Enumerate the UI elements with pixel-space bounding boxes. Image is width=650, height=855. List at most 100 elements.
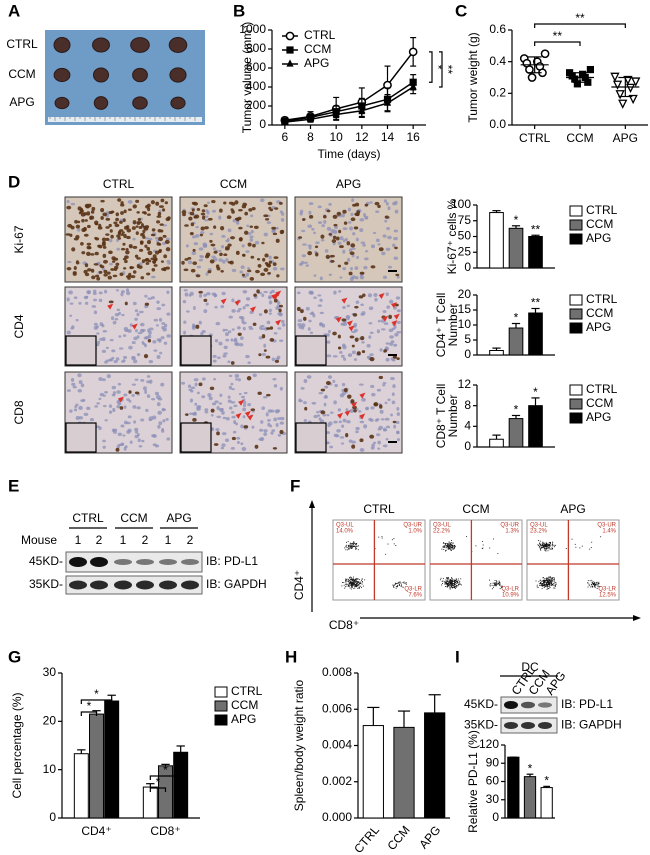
nucleus (390, 376, 395, 381)
nucleus (198, 293, 203, 298)
nucleus (91, 305, 97, 308)
event-dot (590, 547, 592, 548)
nucleus (151, 275, 156, 279)
event-dot (451, 577, 452, 579)
group-label: DC (521, 660, 539, 674)
event-dot (455, 579, 457, 581)
legend-swatch (214, 686, 228, 698)
event-dot (350, 581, 352, 583)
event-dot (451, 548, 453, 550)
event-dot (547, 544, 549, 546)
legend-label: CCM (586, 396, 613, 410)
nucleus (305, 306, 310, 311)
nucleus (225, 417, 230, 421)
stained-nucleus (147, 250, 153, 256)
legend-swatch (569, 398, 583, 410)
nucleus (224, 328, 228, 332)
event-dot (548, 583, 550, 585)
nucleus (266, 320, 271, 325)
event-dot (539, 545, 541, 547)
panel-label: F (290, 476, 300, 495)
nucleus (221, 234, 226, 238)
event-dot (400, 586, 402, 587)
event-dot (358, 583, 360, 585)
stained-nucleus (144, 302, 150, 306)
nucleus (214, 400, 219, 404)
event-dot (548, 544, 550, 545)
nucleus (214, 339, 219, 343)
stained-nucleus (100, 265, 105, 269)
x-tick-label: CD8⁺ (150, 824, 180, 838)
nucleus (66, 389, 71, 392)
event-dot (450, 580, 452, 582)
event-dot (349, 544, 351, 546)
event-dot (351, 545, 353, 547)
nucleus (227, 399, 232, 403)
nucleus (382, 382, 387, 385)
stained-nucleus (159, 223, 164, 226)
nucleus (131, 341, 136, 345)
stained-nucleus (123, 267, 127, 270)
nucleus (308, 319, 312, 323)
event-dot (453, 585, 454, 586)
event-dot (446, 583, 448, 585)
event-dot (452, 580, 454, 582)
stained-nucleus (196, 274, 201, 278)
event-dot (448, 545, 450, 547)
nucleus (152, 443, 157, 447)
nucleus (98, 397, 102, 401)
event-dot (444, 581, 445, 583)
event-dot (350, 582, 352, 583)
legend-swatch (569, 308, 583, 320)
event-dot (355, 543, 357, 545)
stained-nucleus (219, 252, 223, 257)
event-dot (591, 585, 593, 587)
nucleus (140, 418, 145, 422)
legend-swatch (569, 294, 583, 306)
nucleus (126, 421, 131, 425)
nucleus (276, 300, 281, 305)
event-dot (345, 545, 347, 547)
event-dot (543, 581, 545, 582)
event-dot (590, 586, 592, 588)
event-dot (457, 578, 459, 580)
quadrant-value: 1.3% (505, 529, 519, 535)
nucleus (93, 298, 98, 302)
stained-nucleus (274, 207, 279, 210)
y-tick-label: 200 (246, 98, 266, 112)
event-dot (543, 584, 545, 586)
nucleus (263, 395, 268, 399)
event-dot (359, 583, 361, 584)
event-dot (593, 586, 595, 588)
nucleus (326, 340, 331, 344)
nucleus (341, 382, 346, 387)
event-dot (454, 581, 456, 583)
quadrant-value: 1.4% (602, 529, 616, 535)
event-dot (553, 584, 555, 586)
event-dot (350, 580, 352, 582)
event-dot (358, 584, 360, 586)
event-dot (356, 578, 358, 580)
stained-nucleus (102, 212, 108, 217)
event-dot (443, 545, 445, 547)
stained-nucleus (373, 402, 377, 407)
event-dot (544, 548, 546, 550)
event-dot (495, 584, 497, 586)
nucleus (129, 323, 133, 327)
nucleus (279, 339, 284, 342)
event-dot (600, 536, 602, 538)
stained-nucleus (163, 254, 168, 259)
event-dot (544, 584, 546, 586)
nucleus (375, 418, 380, 421)
nucleus (279, 210, 283, 214)
event-dot (593, 581, 595, 583)
event-dot (547, 585, 548, 587)
event-dot (360, 582, 362, 584)
stained-nucleus (251, 206, 256, 211)
nucleus (330, 228, 335, 234)
nucleus (368, 417, 373, 422)
stained-nucleus (86, 245, 91, 250)
event-dot (346, 583, 348, 585)
event-dot (543, 583, 545, 585)
nucleus (396, 438, 401, 442)
